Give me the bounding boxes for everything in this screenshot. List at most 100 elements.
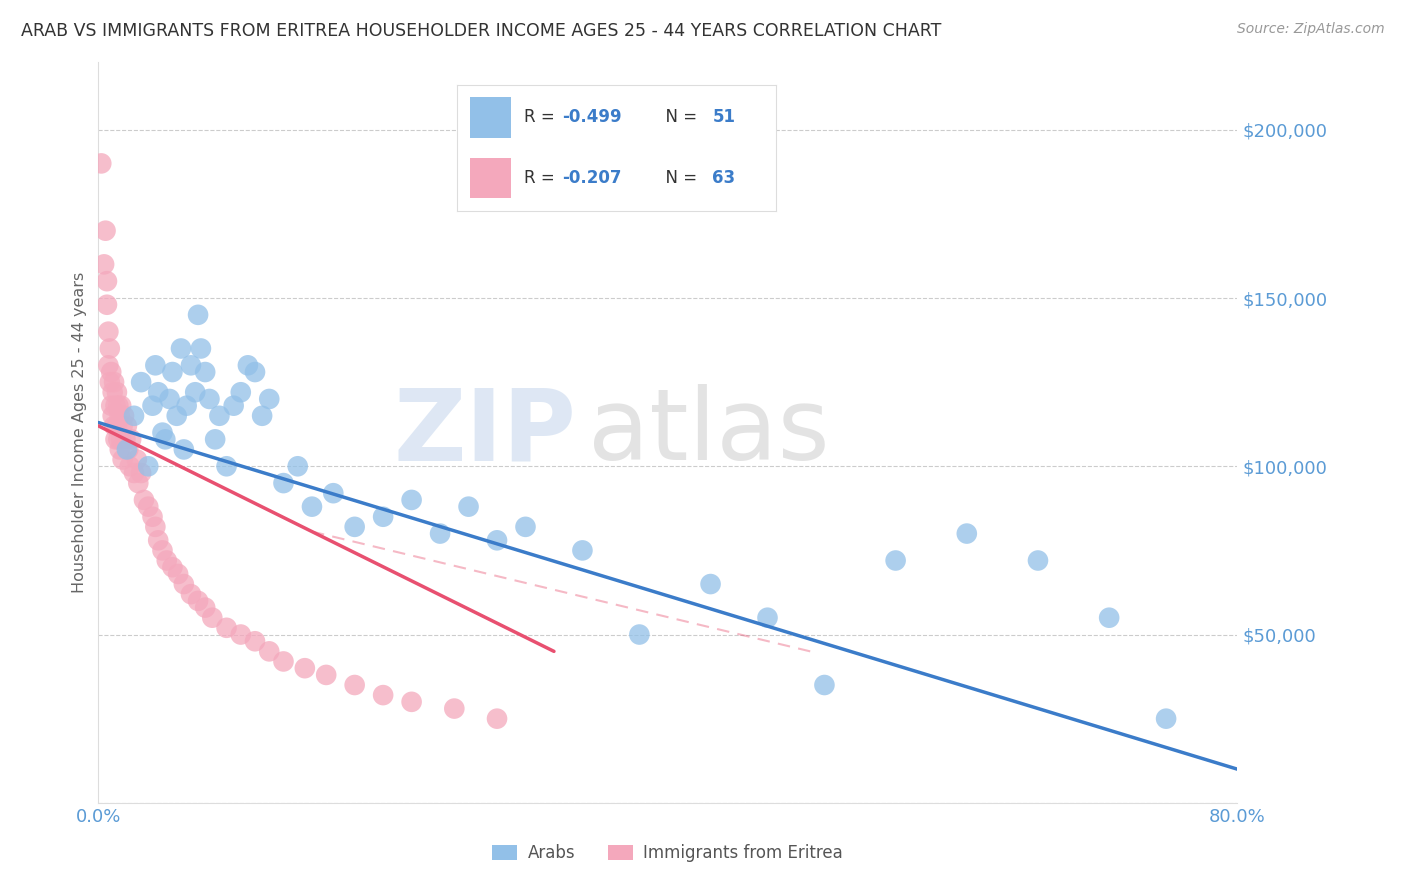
Point: [105, 385, 128, 400]
Point: [884, 553, 907, 567]
Point: [156, 553, 179, 567]
Point: [322, 486, 344, 500]
Point: [152, 543, 174, 558]
Point: [98, 375, 121, 389]
Point: [107, 399, 129, 413]
Point: [184, 385, 207, 400]
Point: [145, 520, 167, 534]
Point: [222, 399, 245, 413]
Point: [301, 500, 323, 514]
Point: [108, 409, 131, 423]
Point: [120, 433, 142, 447]
Point: [1098, 610, 1121, 624]
Point: [208, 409, 231, 423]
Point: [294, 661, 316, 675]
Point: [343, 678, 366, 692]
Point: [167, 566, 190, 581]
Text: ARAB VS IMMIGRANTS FROM ERITREA HOUSEHOLDER INCOME AGES 25 - 44 YEARS CORRELATIO: ARAB VS IMMIGRANTS FROM ERITREA HOUSEHOL…: [21, 22, 942, 40]
Point: [132, 492, 155, 507]
Point: [162, 365, 184, 379]
Point: [108, 442, 131, 457]
Point: [112, 409, 135, 423]
Point: [94, 224, 117, 238]
Point: [190, 342, 212, 356]
Point: [115, 418, 138, 433]
Point: [699, 577, 721, 591]
Point: [111, 452, 134, 467]
Point: [104, 399, 127, 413]
Point: [122, 409, 145, 423]
Point: [96, 298, 118, 312]
Point: [187, 594, 209, 608]
Point: [107, 433, 129, 447]
Point: [152, 425, 174, 440]
Point: [170, 342, 193, 356]
Point: [103, 375, 125, 389]
Point: [486, 533, 509, 548]
Point: [136, 500, 159, 514]
Point: [187, 308, 209, 322]
Y-axis label: Householder Income Ages 25 - 44 years: Householder Income Ages 25 - 44 years: [72, 272, 87, 593]
Point: [756, 610, 779, 624]
Point: [125, 452, 148, 467]
Point: [401, 695, 423, 709]
Point: [115, 442, 138, 457]
Point: [287, 459, 309, 474]
Point: [129, 466, 152, 480]
Point: [166, 409, 188, 423]
Point: [101, 409, 124, 423]
Point: [194, 600, 217, 615]
Point: [141, 399, 163, 413]
Point: [1026, 553, 1049, 567]
Legend: Arabs, Immigrants from Eritrea: Arabs, Immigrants from Eritrea: [486, 838, 849, 869]
Text: ZIP: ZIP: [394, 384, 576, 481]
Point: [100, 365, 122, 379]
Point: [259, 392, 281, 406]
Point: [117, 442, 139, 457]
Point: [136, 459, 159, 474]
Point: [443, 701, 465, 715]
Point: [162, 560, 184, 574]
Point: [486, 712, 509, 726]
Point: [273, 655, 295, 669]
Point: [243, 365, 266, 379]
Point: [315, 668, 337, 682]
Point: [1154, 712, 1177, 726]
Point: [100, 399, 122, 413]
Point: [111, 418, 134, 433]
Point: [145, 359, 167, 373]
Point: [229, 627, 252, 641]
Point: [429, 526, 451, 541]
Point: [198, 392, 221, 406]
Point: [96, 274, 118, 288]
Point: [236, 359, 259, 373]
Point: [98, 342, 121, 356]
Point: [243, 634, 266, 648]
Point: [155, 433, 177, 447]
Point: [103, 418, 125, 433]
Point: [173, 442, 195, 457]
Point: [571, 543, 593, 558]
Point: [956, 526, 979, 541]
Point: [250, 409, 273, 423]
Point: [180, 587, 202, 601]
Point: [457, 500, 479, 514]
Text: Source: ZipAtlas.com: Source: ZipAtlas.com: [1237, 22, 1385, 37]
Point: [105, 418, 128, 433]
Point: [401, 492, 423, 507]
Point: [373, 509, 395, 524]
Point: [204, 433, 226, 447]
Point: [93, 257, 115, 271]
Point: [173, 577, 195, 591]
Point: [141, 509, 163, 524]
Point: [194, 365, 217, 379]
Point: [343, 520, 366, 534]
Point: [628, 627, 651, 641]
Point: [104, 433, 127, 447]
Point: [118, 459, 141, 474]
Point: [180, 359, 202, 373]
Point: [148, 385, 170, 400]
Point: [110, 399, 132, 413]
Point: [273, 476, 295, 491]
Point: [229, 385, 252, 400]
